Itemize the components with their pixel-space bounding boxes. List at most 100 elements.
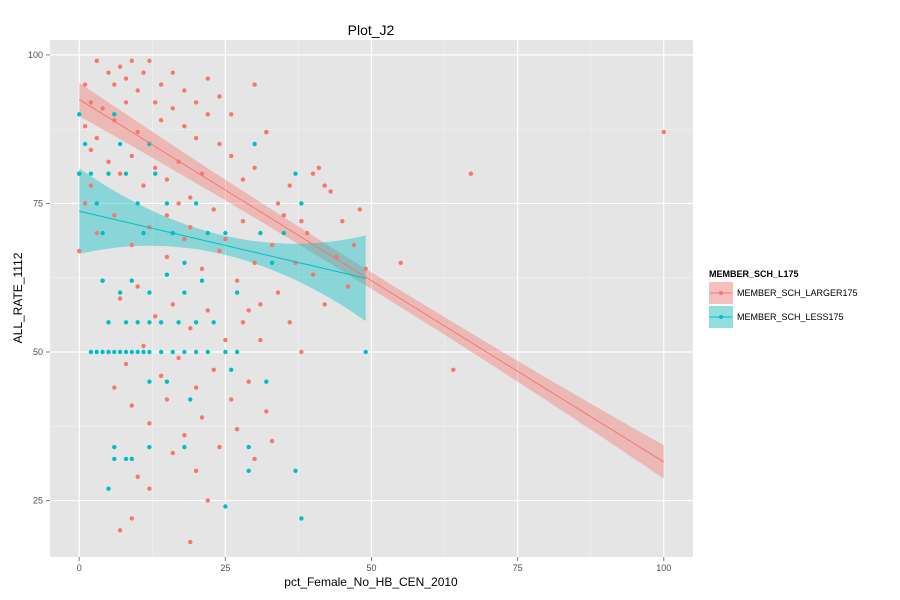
- data-point: [205, 308, 210, 313]
- data-point: [164, 379, 170, 384]
- data-point: [94, 349, 100, 355]
- data-point: [147, 486, 152, 491]
- data-point: [234, 427, 240, 432]
- data-point: [164, 213, 170, 218]
- data-point: [217, 444, 222, 450]
- data-point: [170, 349, 175, 355]
- data-point: [252, 82, 257, 87]
- trend-line: [78, 99, 665, 463]
- data-point: [106, 171, 111, 176]
- legend-key-point: [719, 315, 723, 319]
- data-point: [281, 213, 286, 218]
- data-point: [188, 397, 193, 402]
- data-point: [117, 141, 123, 147]
- data-point: [77, 171, 82, 176]
- data-point: [240, 320, 246, 325]
- data-point: [363, 349, 368, 355]
- legend: MEMBER_SCH_L175 MEMBER_SCH_LARGER175 MEMB…: [709, 269, 858, 328]
- legend-key-point: [719, 291, 723, 295]
- data-point: [129, 403, 134, 408]
- data-point: [275, 290, 281, 295]
- data-point: [240, 177, 246, 182]
- chart-title: Plot_J2: [348, 22, 395, 38]
- data-point: [147, 58, 152, 63]
- data-point: [170, 106, 175, 111]
- data-point: [117, 349, 123, 355]
- y-axis-ticks: 25 50 75 100: [28, 50, 50, 506]
- data-point: [223, 337, 228, 343]
- data-point: [147, 379, 152, 384]
- data-point: [299, 516, 304, 521]
- data-point: [188, 225, 193, 230]
- data-point: [229, 153, 234, 159]
- data-point: [258, 230, 263, 236]
- data-point: [269, 438, 275, 444]
- data-point: [141, 343, 146, 349]
- data-point: [211, 320, 216, 325]
- data-point: [264, 129, 269, 135]
- data-point: [135, 284, 140, 289]
- data-point: [199, 278, 205, 283]
- data-point: [82, 124, 88, 129]
- data-point: [164, 201, 170, 206]
- data-point: [158, 373, 164, 378]
- data-point: [205, 76, 210, 81]
- data-point: [661, 129, 666, 135]
- data-point: [211, 367, 216, 372]
- data-point: [182, 260, 187, 265]
- data-point: [106, 486, 111, 491]
- data-point: [170, 70, 175, 75]
- data-point: [252, 456, 257, 462]
- data-point: [170, 302, 175, 307]
- data-point: [117, 290, 123, 295]
- data-point: [193, 320, 199, 325]
- data-point: [147, 444, 152, 450]
- data-point: [193, 100, 199, 105]
- data-point: [205, 112, 210, 117]
- data-point: [117, 171, 123, 176]
- data-point: [363, 266, 368, 271]
- y-tick-label: 75: [33, 198, 43, 208]
- data-point: [123, 361, 129, 367]
- data-point: [94, 201, 100, 206]
- data-point: [328, 189, 333, 194]
- data-point: [223, 236, 228, 242]
- data-point: [299, 349, 304, 355]
- data-point: [100, 278, 105, 283]
- x-tick-label: 100: [656, 563, 671, 573]
- data-point: [170, 450, 175, 456]
- data-point: [164, 272, 170, 277]
- data-point: [252, 141, 257, 147]
- data-point: [176, 355, 181, 361]
- data-point: [88, 100, 94, 105]
- data-point: [158, 349, 164, 355]
- legend-label: MEMBER_SCH_LARGER175: [737, 288, 858, 298]
- data-point: [258, 337, 263, 343]
- data-point: [153, 171, 158, 176]
- data-point: [100, 349, 105, 355]
- data-point: [123, 171, 129, 176]
- data-point: [135, 129, 140, 135]
- trend-line: [79, 210, 366, 279]
- data-point: [258, 302, 263, 307]
- data-point: [112, 456, 117, 462]
- data-points: [77, 58, 666, 545]
- data-point: [135, 474, 140, 479]
- data-point: [147, 141, 152, 147]
- data-point: [357, 207, 362, 212]
- data-point: [117, 528, 123, 533]
- data-point: [88, 171, 94, 176]
- grid-lines: [50, 40, 693, 557]
- data-point: [123, 320, 129, 325]
- data-point: [182, 88, 187, 93]
- data-point: [275, 201, 281, 206]
- data-point: [269, 260, 275, 265]
- data-point: [141, 349, 146, 355]
- data-point: [293, 468, 298, 473]
- data-point: [246, 379, 251, 384]
- data-point: [88, 147, 94, 153]
- data-point: [234, 290, 240, 295]
- data-point: [398, 260, 403, 265]
- data-point: [188, 195, 193, 200]
- x-axis-ticks: 0 25 50 75 100: [77, 557, 671, 573]
